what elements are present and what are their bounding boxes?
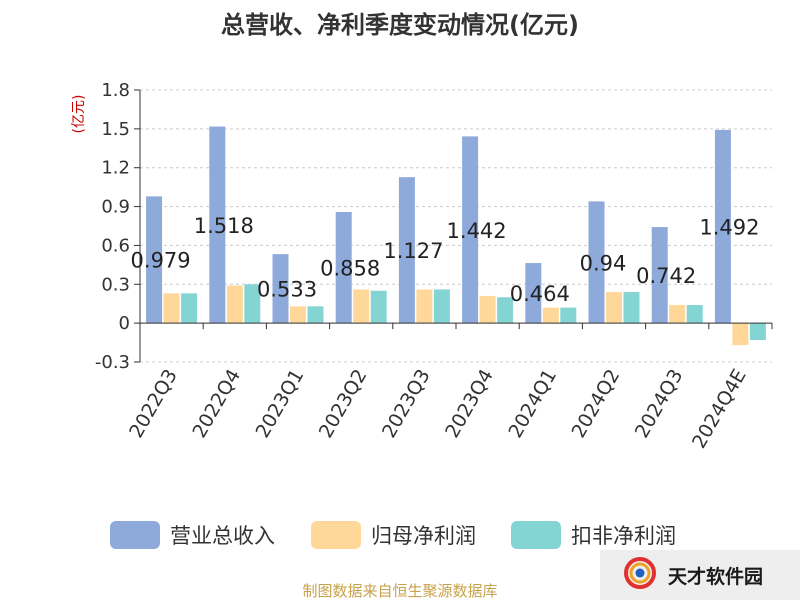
bar-net-profit bbox=[606, 292, 622, 324]
bar-revenue bbox=[209, 126, 226, 324]
legend-swatch bbox=[311, 521, 361, 549]
bar-deducted-net-profit bbox=[497, 297, 514, 324]
legend-label: 扣非净利润 bbox=[571, 524, 676, 548]
bar-revenue bbox=[588, 201, 605, 324]
y-tick-label: 0.3 bbox=[101, 274, 130, 295]
bar-net-profit bbox=[479, 295, 496, 324]
x-tick-label: 2024Q2 bbox=[568, 366, 625, 442]
data-label: 0.94 bbox=[580, 251, 627, 275]
bar-revenue bbox=[714, 129, 731, 324]
legend-label: 归母净利润 bbox=[371, 524, 476, 548]
bar-net-profit bbox=[226, 285, 243, 324]
data-label: 1.127 bbox=[383, 239, 443, 263]
data-label: 1.442 bbox=[447, 219, 507, 243]
x-tick-label: 2023Q2 bbox=[315, 366, 372, 442]
y-tick-label: 0.6 bbox=[101, 235, 130, 256]
y-tick-label: 1.2 bbox=[101, 158, 130, 179]
bar-deducted-net-profit bbox=[749, 323, 766, 340]
x-axis-labels: 2022Q3 2022Q4 2023Q1 2023Q2 2023Q3 2023Q4 2024… bbox=[125, 365, 751, 452]
data-label: 0.979 bbox=[131, 249, 191, 273]
x-tick-label: 2024Q3 bbox=[631, 366, 688, 442]
bar-deducted-net-profit bbox=[686, 305, 703, 324]
bar-revenue bbox=[335, 212, 352, 324]
data-label: 0.742 bbox=[636, 264, 696, 288]
legend-label: 营业总收入 bbox=[170, 524, 275, 548]
data-label: 1.492 bbox=[699, 216, 759, 240]
logo-icon bbox=[624, 557, 656, 589]
bar-deducted-net-profit bbox=[433, 289, 450, 324]
brand-name: 天才软件园 bbox=[668, 565, 763, 588]
data-label: 0.464 bbox=[510, 282, 570, 306]
bar-net-profit bbox=[542, 307, 559, 324]
chart-title: 总营收、净利季度变动情况(亿元) bbox=[221, 11, 579, 39]
brand-logo: 天才软件园 bbox=[600, 550, 800, 600]
x-tick-label: 2023Q1 bbox=[252, 366, 309, 442]
y-axis-ticks: -0.3 0 0.3 0.6 0.9 1.2 1.5 1.8 bbox=[95, 80, 140, 373]
brand-background bbox=[600, 550, 800, 600]
x-tick-label: 2023Q4 bbox=[441, 365, 498, 441]
bar-deducted-net-profit bbox=[370, 290, 387, 324]
bar-deducted-net-profit bbox=[244, 284, 261, 324]
bar-revenue bbox=[272, 254, 289, 324]
bar-revenue bbox=[651, 227, 668, 324]
bars bbox=[146, 126, 766, 346]
bar-revenue bbox=[398, 177, 415, 324]
bar-net-profit bbox=[732, 323, 749, 346]
bar-net-profit bbox=[416, 289, 433, 324]
bar-deducted-net-profit bbox=[307, 306, 324, 324]
bar-net-profit bbox=[353, 289, 370, 324]
y-tick-label: 0.9 bbox=[101, 197, 130, 218]
legend: 营业总收入 归母净利润 扣非净利润 bbox=[110, 521, 676, 549]
legend-swatch bbox=[511, 521, 561, 549]
bar-deducted-net-profit bbox=[181, 293, 198, 324]
data-label: 1.518 bbox=[194, 214, 254, 238]
y-axis-unit: (亿元) bbox=[71, 95, 87, 134]
legend-swatch bbox=[110, 521, 160, 549]
bar-revenue bbox=[146, 196, 163, 324]
source-note: 制图数据来自恒生聚源数据库 bbox=[302, 582, 497, 600]
legend-item[interactable]: 营业总收入 bbox=[110, 521, 275, 549]
bar-revenue bbox=[462, 136, 479, 324]
bar-revenue bbox=[525, 263, 542, 324]
bar-net-profit bbox=[669, 305, 686, 324]
legend-item[interactable]: 归母净利润 bbox=[311, 521, 476, 549]
x-tick-label: 2022Q4 bbox=[188, 366, 245, 442]
axes bbox=[139, 90, 773, 362]
data-label: 0.533 bbox=[257, 278, 317, 302]
x-tick-label: 2023Q3 bbox=[378, 366, 435, 442]
x-tick-label: 2024Q4E bbox=[688, 366, 751, 453]
bar-net-profit bbox=[163, 293, 180, 324]
y-tick-label: 1.5 bbox=[101, 119, 130, 140]
bar-net-profit bbox=[290, 306, 306, 324]
x-tick-label: 2022Q3 bbox=[125, 366, 182, 442]
y-tick-label: -0.3 bbox=[95, 352, 130, 373]
data-label: 0.858 bbox=[320, 257, 380, 281]
y-tick-label: 1.8 bbox=[101, 80, 130, 101]
y-tick-label: 0 bbox=[119, 313, 130, 334]
legend-item[interactable]: 扣非净利润 bbox=[511, 521, 676, 549]
x-tick-label: 2024Q1 bbox=[504, 366, 561, 442]
bar-deducted-net-profit bbox=[560, 307, 577, 324]
bar-deducted-net-profit bbox=[623, 292, 640, 324]
